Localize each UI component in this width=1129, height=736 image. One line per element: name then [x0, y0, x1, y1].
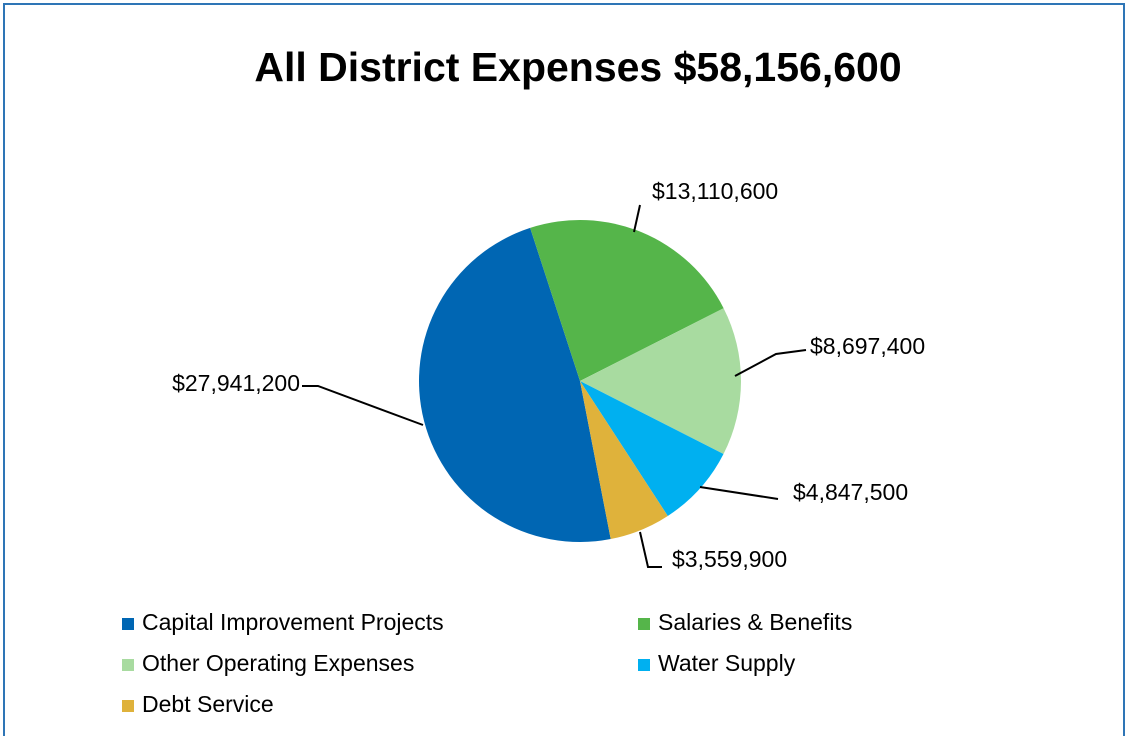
leader-line: [639, 531, 662, 568]
data-label: $27,941,200: [172, 370, 300, 396]
data-label: $3,559,900: [672, 546, 787, 572]
chart-title: All District Expenses $58,156,600: [254, 44, 901, 90]
legend-label: Debt Service: [142, 691, 274, 717]
data-label: $4,847,500: [793, 479, 908, 505]
pie-slice: [580, 381, 724, 516]
leader-line: [734, 349, 807, 377]
legend-label: Other Operating Expenses: [142, 650, 414, 676]
data-label: $8,697,400: [810, 333, 925, 359]
leader-line: [302, 385, 424, 426]
legend-label: Water Supply: [658, 650, 796, 676]
legend-swatch: [122, 659, 134, 671]
legend-swatch: [122, 700, 134, 712]
pie-slice: [580, 308, 741, 454]
leader-line: [633, 204, 641, 233]
data-label: $13,110,600: [652, 178, 778, 204]
legend-swatch: [638, 659, 650, 671]
legend-label: Salaries & Benefits: [658, 609, 852, 635]
pie-slice: [580, 381, 668, 540]
leader-line: [699, 486, 779, 500]
pie-slice: [418, 227, 611, 543]
legend-swatch: [638, 618, 650, 630]
pie-slice: [530, 220, 724, 381]
legend-label: Capital Improvement Projects: [142, 609, 444, 635]
legend-swatch: [122, 618, 134, 630]
